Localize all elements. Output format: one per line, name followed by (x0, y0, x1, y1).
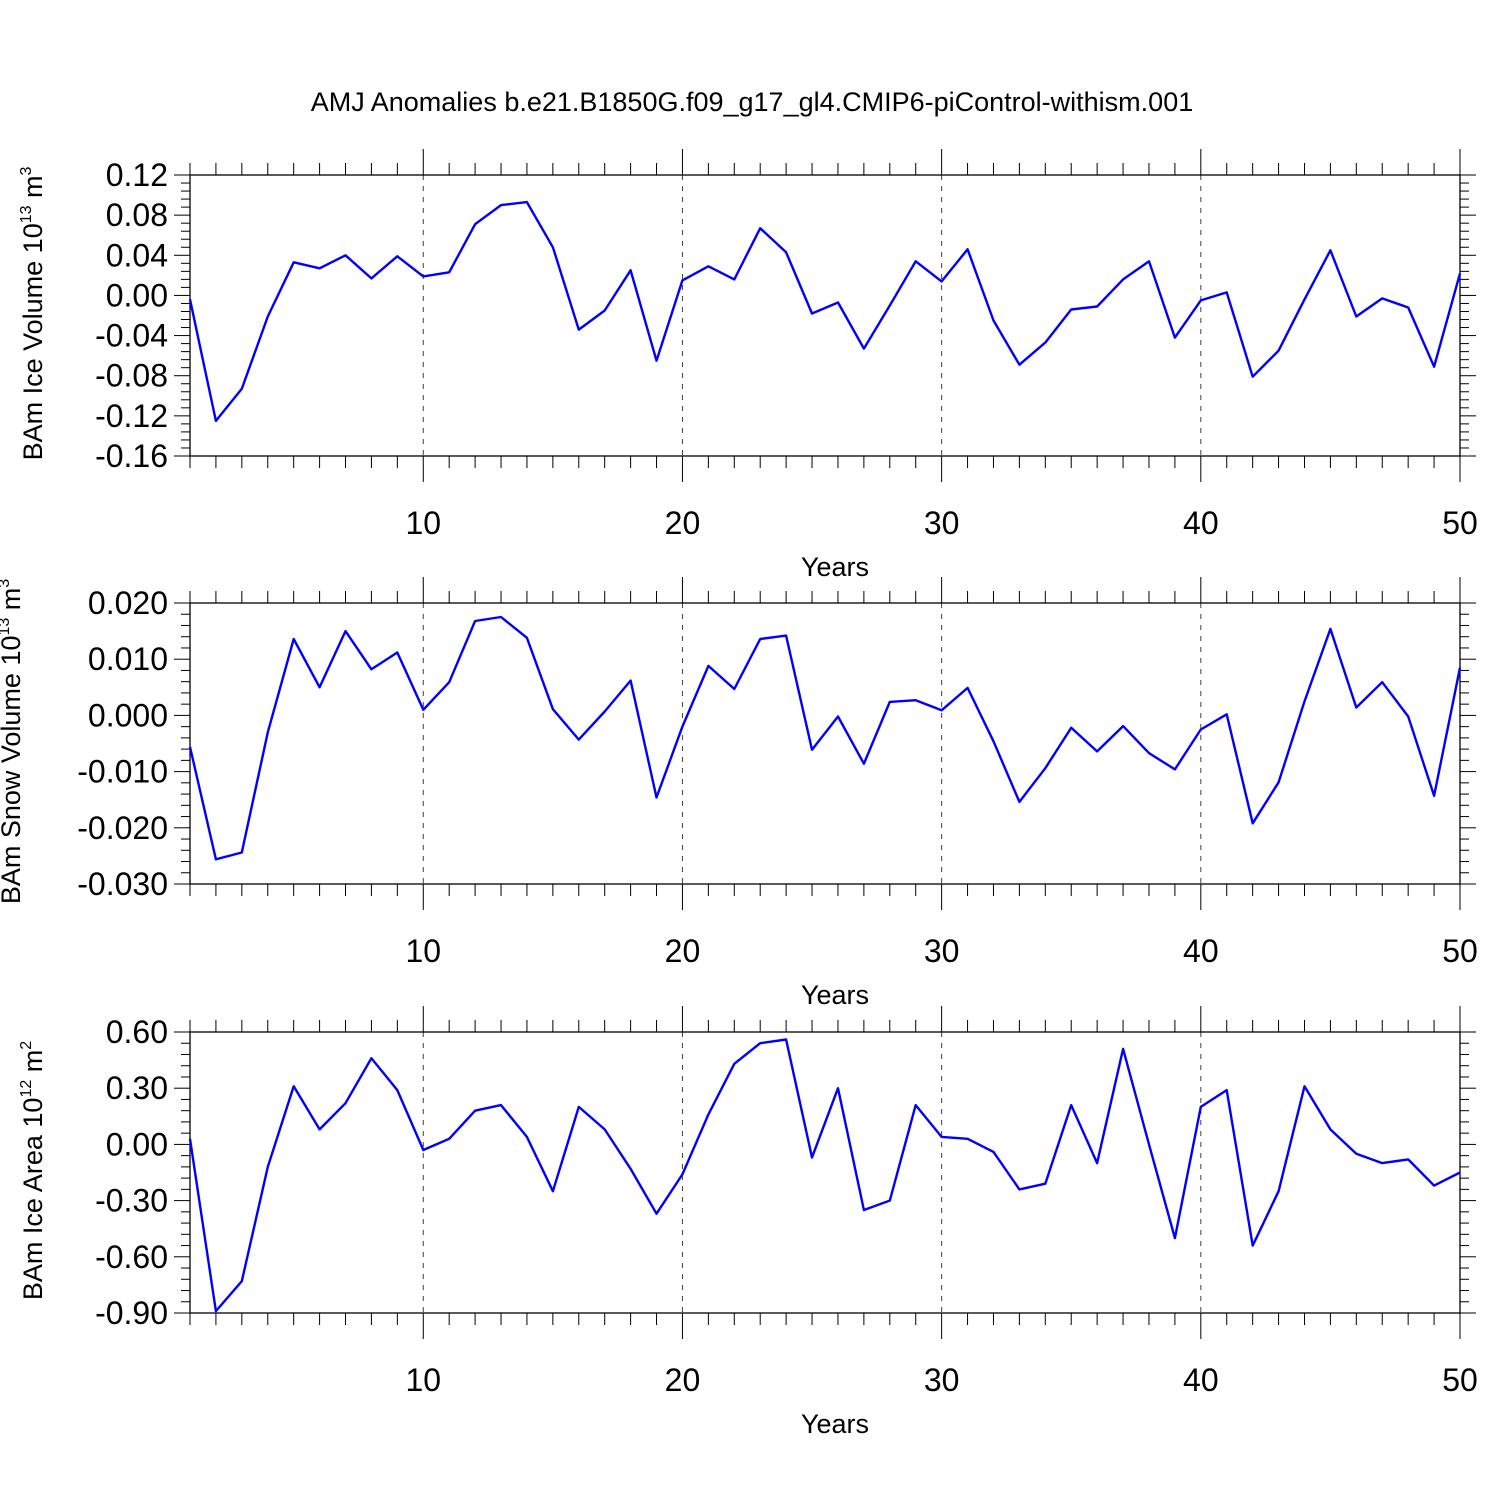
chart-panel-3: 0.60 0.30 0.00 -0.30 -0.60 -0.90 10 20 30 40 50 Yea… (18, 1006, 1478, 1439)
x-tick-label: 20 (665, 505, 701, 541)
y-tick-label: -0.12 (95, 398, 168, 434)
series-line (188, 615, 1462, 861)
x-axis-label: Years (801, 552, 869, 582)
y-tick-label: 0.000 (88, 697, 168, 733)
y-tick-label: 0.12 (106, 157, 168, 193)
y-tick-label: 0.020 (88, 585, 168, 621)
x-tick-label: 30 (924, 933, 960, 969)
y-tick-label: -0.030 (77, 866, 168, 902)
x-axis-label: Years (801, 980, 869, 1010)
plot-frame (189, 602, 1461, 885)
y-tick-label: 0.30 (106, 1070, 168, 1106)
series-line (188, 200, 1462, 423)
y-tick-label: -0.020 (77, 810, 168, 846)
x-tick-label: 40 (1183, 1362, 1219, 1398)
x-tick-label: 30 (924, 505, 960, 541)
y-axis-label: BAm Ice Volume 1013 m3 (18, 166, 48, 460)
series-line (188, 1038, 1461, 1313)
x-tick-label: 50 (1442, 505, 1478, 541)
x-tick-label: 40 (1183, 505, 1219, 541)
x-tick-label: 10 (405, 505, 441, 541)
chart-panel-1: 0.12 0.08 0.04 0.00 -0.04 -0.08 -0.12 -0.16 10 20… (18, 149, 1478, 582)
chart-panel-2: 0.020 0.010 0.000 -0.010 -0.020 -0.030 10 20 30 4… (0, 577, 1478, 1010)
y-tick-label: 0.00 (106, 277, 168, 313)
y-tick-label: -0.08 (95, 358, 168, 394)
y-tick-label: 0.04 (106, 237, 168, 273)
y-tick-label: -0.010 (77, 754, 168, 790)
y-tick-label: -0.60 (95, 1239, 168, 1275)
y-tick-label: 0.010 (88, 641, 168, 677)
y-tick-label: -0.04 (95, 318, 168, 354)
y-axis-label: BAm Ice Area 1012 m2 (18, 1041, 48, 1300)
y-tick-label: 0.00 (106, 1126, 168, 1162)
x-tick-label: 20 (665, 1362, 701, 1398)
x-tick-label: 20 (665, 933, 701, 969)
y-tick-label: 0.60 (106, 1014, 168, 1050)
x-tick-label: 50 (1442, 1362, 1478, 1398)
plot-frame (189, 174, 1461, 457)
y-tick-label: -0.16 (95, 438, 168, 474)
x-tick-label: 50 (1442, 933, 1478, 969)
x-tick-label: 10 (405, 1362, 441, 1398)
x-tick-label: 30 (924, 1362, 960, 1398)
y-axis-label: BAm Snow Volume 1013 m3 (0, 579, 26, 904)
panels: 0.12 0.08 0.04 0.00 -0.04 -0.08 -0.12 -0.16 10 20… (0, 149, 1478, 1439)
y-tick-label: -0.30 (95, 1183, 168, 1219)
x-tick-label: 10 (405, 933, 441, 969)
y-tick-label: -0.90 (95, 1295, 168, 1331)
plot-frame (189, 1031, 1461, 1314)
y-tick-label: 0.08 (106, 197, 168, 233)
x-axis-label: Years (801, 1409, 869, 1439)
chart-title: AMJ Anomalies b.e21.B1850G.f09_g17_gl4.C… (311, 87, 1193, 117)
x-tick-label: 40 (1183, 933, 1219, 969)
